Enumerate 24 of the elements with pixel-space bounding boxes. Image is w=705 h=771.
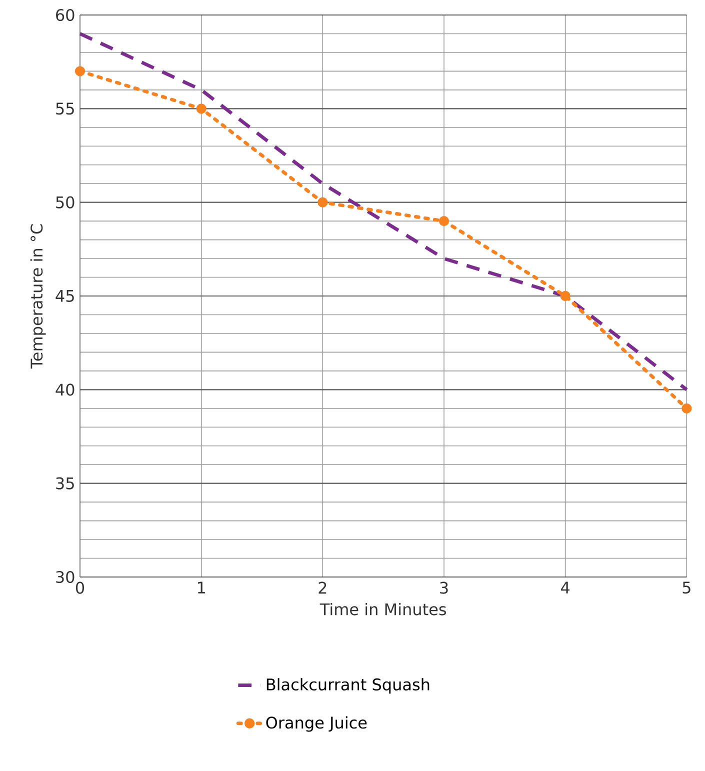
x-tick-label: 3 <box>440 582 448 594</box>
y-tick-label: 45 <box>56 290 74 302</box>
x-tick-label: 2 <box>318 582 326 594</box>
legend-label: Orange Juice <box>266 716 367 732</box>
x-tick-label: 5 <box>682 582 690 594</box>
point <box>560 290 570 302</box>
point <box>318 197 328 208</box>
y-tick-label: 35 <box>56 477 74 490</box>
y-tick-label: 60 <box>56 8 74 22</box>
point <box>74 66 86 76</box>
line-series <box>78 32 688 392</box>
y-tick-label: 50 <box>56 196 74 208</box>
x-tick-label: 4 <box>561 582 570 594</box>
point <box>438 216 450 226</box>
point <box>682 403 692 414</box>
y-tick-label: 40 <box>56 384 74 396</box>
x-tick-label: 0 <box>76 582 84 594</box>
x-tick-label: 1 <box>198 582 205 594</box>
x-axis-title: Time in Minutes <box>320 602 446 616</box>
y-tick-label: 55 <box>56 102 74 115</box>
legend-label: Blackcurrant Squash <box>266 678 430 694</box>
y-tick-label: 30 <box>56 570 74 584</box>
point <box>196 104 206 114</box>
y-axis-title: Temperature in °C <box>30 224 46 369</box>
